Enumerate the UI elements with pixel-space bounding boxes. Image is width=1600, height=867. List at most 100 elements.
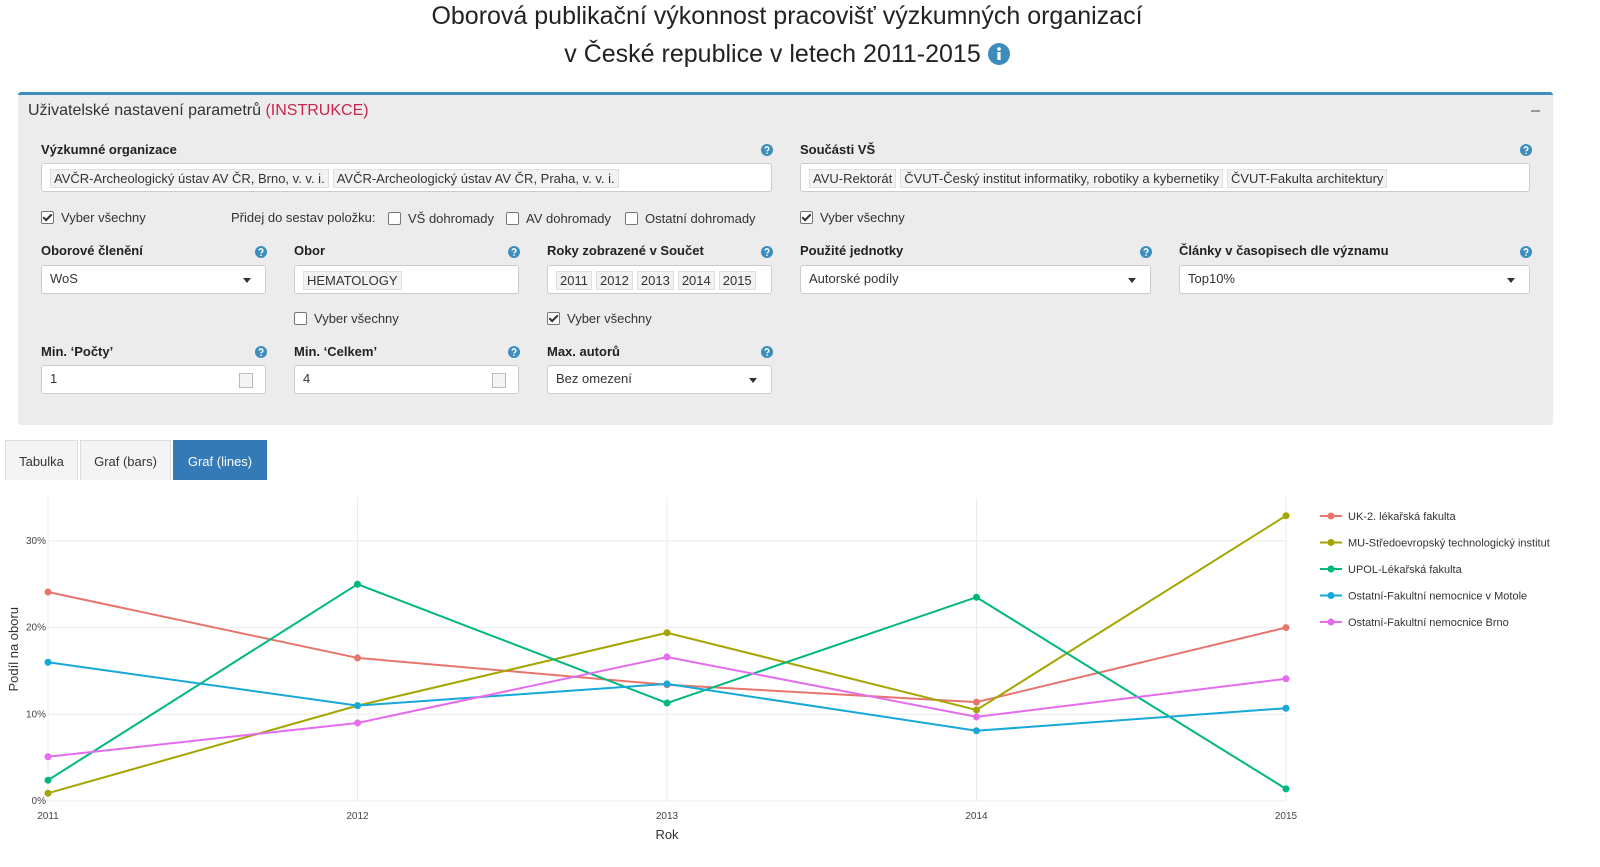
field-label: Použité jednotky xyxy=(800,243,904,258)
field-label: Výzkumné organizace xyxy=(41,142,177,157)
data-point xyxy=(1282,785,1290,793)
checkbox[interactable]: Vyber všechny xyxy=(547,311,652,326)
data-point xyxy=(973,698,980,706)
field-label: Min. ‘Celkem’ xyxy=(294,344,378,359)
help-icon[interactable] xyxy=(508,345,520,358)
x-tick-label: 2015 xyxy=(1275,811,1298,822)
legend-swatch-dot xyxy=(1327,512,1335,520)
page-title-line: v České republice v letech 2011-2015 xyxy=(564,40,981,68)
tag: ČVUT-Fakulta architektury xyxy=(1226,169,1388,188)
data-point xyxy=(44,753,52,761)
number-input[interactable]: 4 xyxy=(294,365,519,394)
info-icon[interactable] xyxy=(987,43,1010,65)
checkbox-label: Ostatní dohromady xyxy=(645,211,756,226)
panel-title-text: Uživatelské nastavení parametrů xyxy=(28,102,261,119)
select-value: WoS xyxy=(50,271,78,286)
select[interactable]: Bez omezení xyxy=(547,365,772,394)
checkbox-box xyxy=(388,212,401,225)
tag: AVČR-Archeologický ústav AV ČR, Praha, v… xyxy=(332,169,619,188)
x-tick-label: 2011 xyxy=(37,811,59,822)
checkbox[interactable]: Vyber všechny xyxy=(294,311,399,326)
checkbox[interactable]: Vyber všechny xyxy=(800,210,905,225)
tab[interactable]: Graf (bars) xyxy=(80,440,171,480)
data-point xyxy=(663,629,671,637)
collapse-button[interactable] xyxy=(1531,110,1540,112)
checkbox-label: AV dohromady xyxy=(526,211,612,226)
legend-label: MU-Středoevropský technologický institut xyxy=(1348,538,1550,550)
checkbox[interactable]: Vyber všechny xyxy=(41,210,146,225)
data-point xyxy=(973,706,980,714)
multi-select[interactable]: AVU-Rektorát ČVUT-Český institut informat… xyxy=(800,163,1530,192)
tag: HEMATOLOGY xyxy=(303,271,402,290)
y-tick-label: 20% xyxy=(26,623,46,634)
help-icon[interactable] xyxy=(255,245,267,258)
help-icon[interactable] xyxy=(761,245,773,258)
checkbox-box xyxy=(800,211,813,224)
checkbox-label: Vyber všechny xyxy=(567,311,652,326)
select-value: Bez omezení xyxy=(556,371,632,386)
field-label: Min. ‘Počty’ xyxy=(41,344,114,359)
checkbox[interactable]: Ostatní dohromady xyxy=(625,211,756,226)
data-point xyxy=(44,588,52,596)
legend-label: UPOL-Lékařská fakulta xyxy=(1348,564,1463,576)
checkbox[interactable]: VŠ dohromady xyxy=(388,211,494,226)
help-icon[interactable] xyxy=(255,345,267,358)
number-input[interactable]: 1 xyxy=(41,365,266,394)
help-icon[interactable] xyxy=(508,245,520,258)
page-title: Oborová publikační výkonnost pracovišť v… xyxy=(431,2,1143,30)
checkbox-label: Vyber všechny xyxy=(820,210,905,225)
data-point xyxy=(1282,675,1290,683)
help-icon[interactable] xyxy=(1520,245,1532,258)
data-point xyxy=(973,713,980,721)
page-title: v České republice v letech 2011-2015 xyxy=(0,40,1574,69)
checkbox-box xyxy=(506,212,519,225)
checkbox-box xyxy=(294,312,307,325)
checkbox-label: Vyber všechny xyxy=(314,311,399,326)
x-tick-label: 2013 xyxy=(656,811,679,822)
data-point xyxy=(973,727,980,735)
field-label: Obor xyxy=(294,243,326,258)
add-items-label: Přidej do sestav položku: xyxy=(231,210,376,225)
tag: AVU-Rektorát xyxy=(809,169,897,188)
legend-label: Ostatní-Fakultní nemocnice v Motole xyxy=(1348,591,1527,603)
legend-swatch-dot xyxy=(1327,592,1335,599)
select-value: Autorské podíly xyxy=(809,271,899,286)
data-point xyxy=(44,776,52,784)
x-tick-label: 2014 xyxy=(965,811,988,822)
tag: 2014 xyxy=(677,271,715,290)
tag: AVČR-Archeologický ústav AV ČR, Brno, v.… xyxy=(50,169,329,188)
tab[interactable]: Graf (lines) xyxy=(173,440,267,480)
field-label: Články v časopisech dle významu xyxy=(1179,243,1389,258)
y-axis-title: Podíl na oboru xyxy=(6,607,21,692)
legend-label: Ostatní-Fakultní nemocnice Brno xyxy=(1348,617,1509,629)
checkbox-label: Vyber všechny xyxy=(61,210,146,225)
checkbox-box xyxy=(547,312,560,325)
legend-swatch-dot xyxy=(1327,539,1335,546)
data-point xyxy=(354,702,361,710)
field-label: Max. autorů xyxy=(547,344,620,359)
multi-select[interactable]: AVČR-Archeologický ústav AV ČR, Brno, v.… xyxy=(41,163,772,192)
line-chart: 0% 10% 20% 30% 2011 2012 2013 2014 2015 Rok Podíl … xyxy=(6,497,1550,842)
select[interactable]: Top10% xyxy=(1179,265,1530,294)
help-icon[interactable] xyxy=(1520,143,1532,156)
checkbox[interactable]: AV dohromady xyxy=(506,211,611,226)
data-point xyxy=(663,653,671,661)
y-tick-label: 30% xyxy=(26,536,46,547)
tag: 2011 xyxy=(556,271,592,290)
instructions-link[interactable]: (INSTRUKCE) xyxy=(265,102,369,119)
help-icon[interactable] xyxy=(1140,245,1152,258)
data-point xyxy=(1282,704,1290,712)
help-icon[interactable] xyxy=(761,143,773,156)
help-icon[interactable] xyxy=(761,345,773,358)
tab[interactable]: Tabulka xyxy=(5,440,78,480)
settings-panel xyxy=(18,92,1553,425)
x-axis-title: Rok xyxy=(655,827,679,842)
multi-select[interactable]: 2011 2012 2013 2014 2015 xyxy=(547,265,772,294)
data-point xyxy=(973,593,980,601)
tag: 2012 xyxy=(595,271,633,290)
data-point xyxy=(1282,512,1290,520)
multi-select[interactable]: HEMATOLOGY xyxy=(294,265,519,294)
select[interactable]: Autorské podíly xyxy=(800,265,1151,294)
select[interactable]: WoS xyxy=(41,265,266,294)
